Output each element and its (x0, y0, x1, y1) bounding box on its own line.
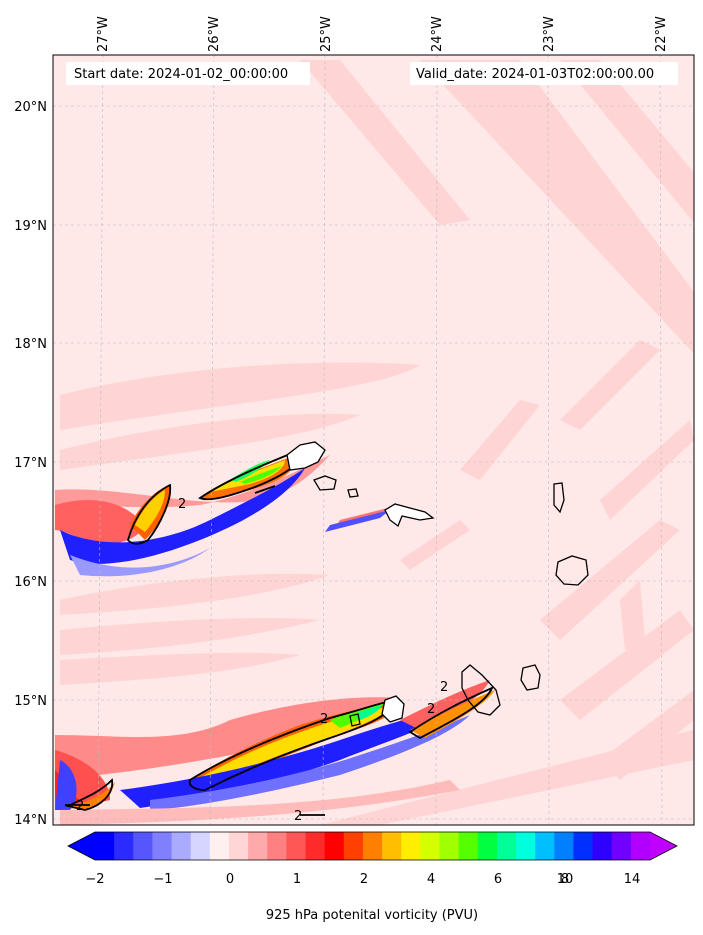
colorbar-cell (382, 832, 402, 860)
lat-label: 15°N (14, 694, 47, 709)
contour-label: 2 (320, 712, 328, 727)
contour-label: 2 (178, 497, 186, 512)
upper-pv-filament (55, 455, 400, 577)
graticule (53, 55, 694, 825)
colorbar-title: 925 hPa potenital vorticity (PVU) (266, 908, 478, 923)
lon-label: 23°W (542, 16, 557, 52)
contour-label: 2 (427, 702, 435, 717)
colorbar-cell (228, 832, 249, 860)
lower-pv-filament (55, 680, 495, 825)
colorbar-cell (114, 832, 134, 860)
colorbar: −2 −1 0 1 2 4 6 8 10 14 925 hPa potenita… (67, 831, 678, 923)
colorbar-cell (573, 832, 594, 860)
island-santo-antao (286, 441, 326, 471)
island-santa-luzia (347, 488, 359, 498)
colorbar-cell (420, 832, 440, 860)
weak-pv-streaks (60, 60, 694, 825)
island-maio (520, 664, 541, 691)
colorbar-cell (324, 832, 345, 860)
lat-label: 20°N (14, 100, 47, 115)
colorbar-cell (535, 832, 555, 860)
coastlines (286, 441, 589, 727)
colorbar-tick-label: 2 (360, 872, 368, 887)
island-sao-nicolau (384, 503, 435, 528)
lon-label: 24°W (430, 16, 445, 52)
island-boa-vista (555, 555, 589, 586)
contour-label-group: 2 2 2 2 2 2 (76, 497, 448, 824)
colorbar-tick-label: 8 (561, 872, 569, 887)
island-sao-vicente (313, 475, 337, 491)
colorbar-cell (286, 832, 307, 860)
colorbar-cell (362, 832, 383, 860)
lon-label: 25°W (319, 16, 334, 52)
colorbar-cell (439, 832, 460, 860)
island-brava (349, 713, 361, 727)
colorbar-cell (630, 832, 651, 860)
colorbar-tick-label: 6 (494, 872, 502, 887)
colorbar-under-arrow (68, 832, 95, 860)
colorbar-cell (190, 832, 211, 860)
latitude-labels: 20°N 19°N 18°N 17°N 16°N 15°N 14°N (14, 100, 47, 828)
lon-label: 27°W (96, 16, 111, 52)
lat-label: 17°N (14, 456, 47, 471)
island-fogo (381, 695, 405, 723)
colorbar-tick-label: 1 (293, 872, 301, 887)
colorbar-outline (67, 831, 678, 861)
colorbar-cells (95, 832, 651, 860)
colorbar-cell (95, 832, 115, 860)
start-date-box (66, 62, 310, 85)
colorbar-tick-label: 0 (226, 872, 234, 887)
lon-label: 26°W (207, 16, 222, 52)
valid-date-box (410, 62, 678, 85)
contour-label: 2 (440, 680, 448, 695)
colorbar-tick-label: 4 (427, 872, 435, 887)
colorbar-cell (516, 832, 536, 860)
colorbar-cell (152, 832, 173, 860)
lat-label: 18°N (14, 337, 47, 352)
island-sal (553, 482, 565, 514)
colorbar-ticks: −2 −1 0 1 2 4 6 8 10 14 (85, 872, 640, 887)
island-santiago (461, 664, 501, 716)
contour-label: 2 (294, 809, 302, 824)
lat-label: 16°N (14, 575, 47, 590)
colorbar-cell (611, 832, 632, 860)
colorbar-cell (496, 832, 517, 860)
colorbar-cell (133, 832, 153, 860)
map-frame (52, 54, 695, 826)
colorbar-cell (248, 832, 268, 860)
lat-label: 19°N (14, 219, 47, 234)
colorbar-cell (554, 832, 574, 860)
start-date-text: Start date: 2024-01-02_00:00:00 (74, 67, 288, 82)
colorbar-cell (267, 832, 287, 860)
colorbar-tick-label: −1 (153, 872, 172, 887)
colorbar-cell (305, 832, 326, 860)
colorbar-tick-label: −2 (85, 872, 104, 887)
pv-field: 2 2 2 2 2 2 (53, 55, 694, 825)
colorbar-over-arrow (650, 832, 677, 860)
colorbar-cell (592, 832, 613, 860)
colorbar-tick-label: 10 (557, 872, 574, 887)
contour-label: 2 (76, 799, 84, 814)
longitude-labels: 27°W 26°W 25°W 24°W 23°W 22°W (96, 16, 669, 52)
colorbar-cell (477, 832, 498, 860)
colorbar-cell (458, 832, 479, 860)
colorbar-cell (401, 832, 421, 860)
colorbar-cell (209, 832, 230, 860)
valid-date-text: Valid_date: 2024-01-03T02:00:00.00 (416, 67, 654, 82)
lat-label: 14°N (14, 813, 47, 828)
colorbar-tick-label-last: 14 (624, 872, 641, 887)
lon-label: 22°W (654, 16, 669, 52)
colorbar-cell (171, 832, 192, 860)
colorbar-cell (343, 832, 364, 860)
